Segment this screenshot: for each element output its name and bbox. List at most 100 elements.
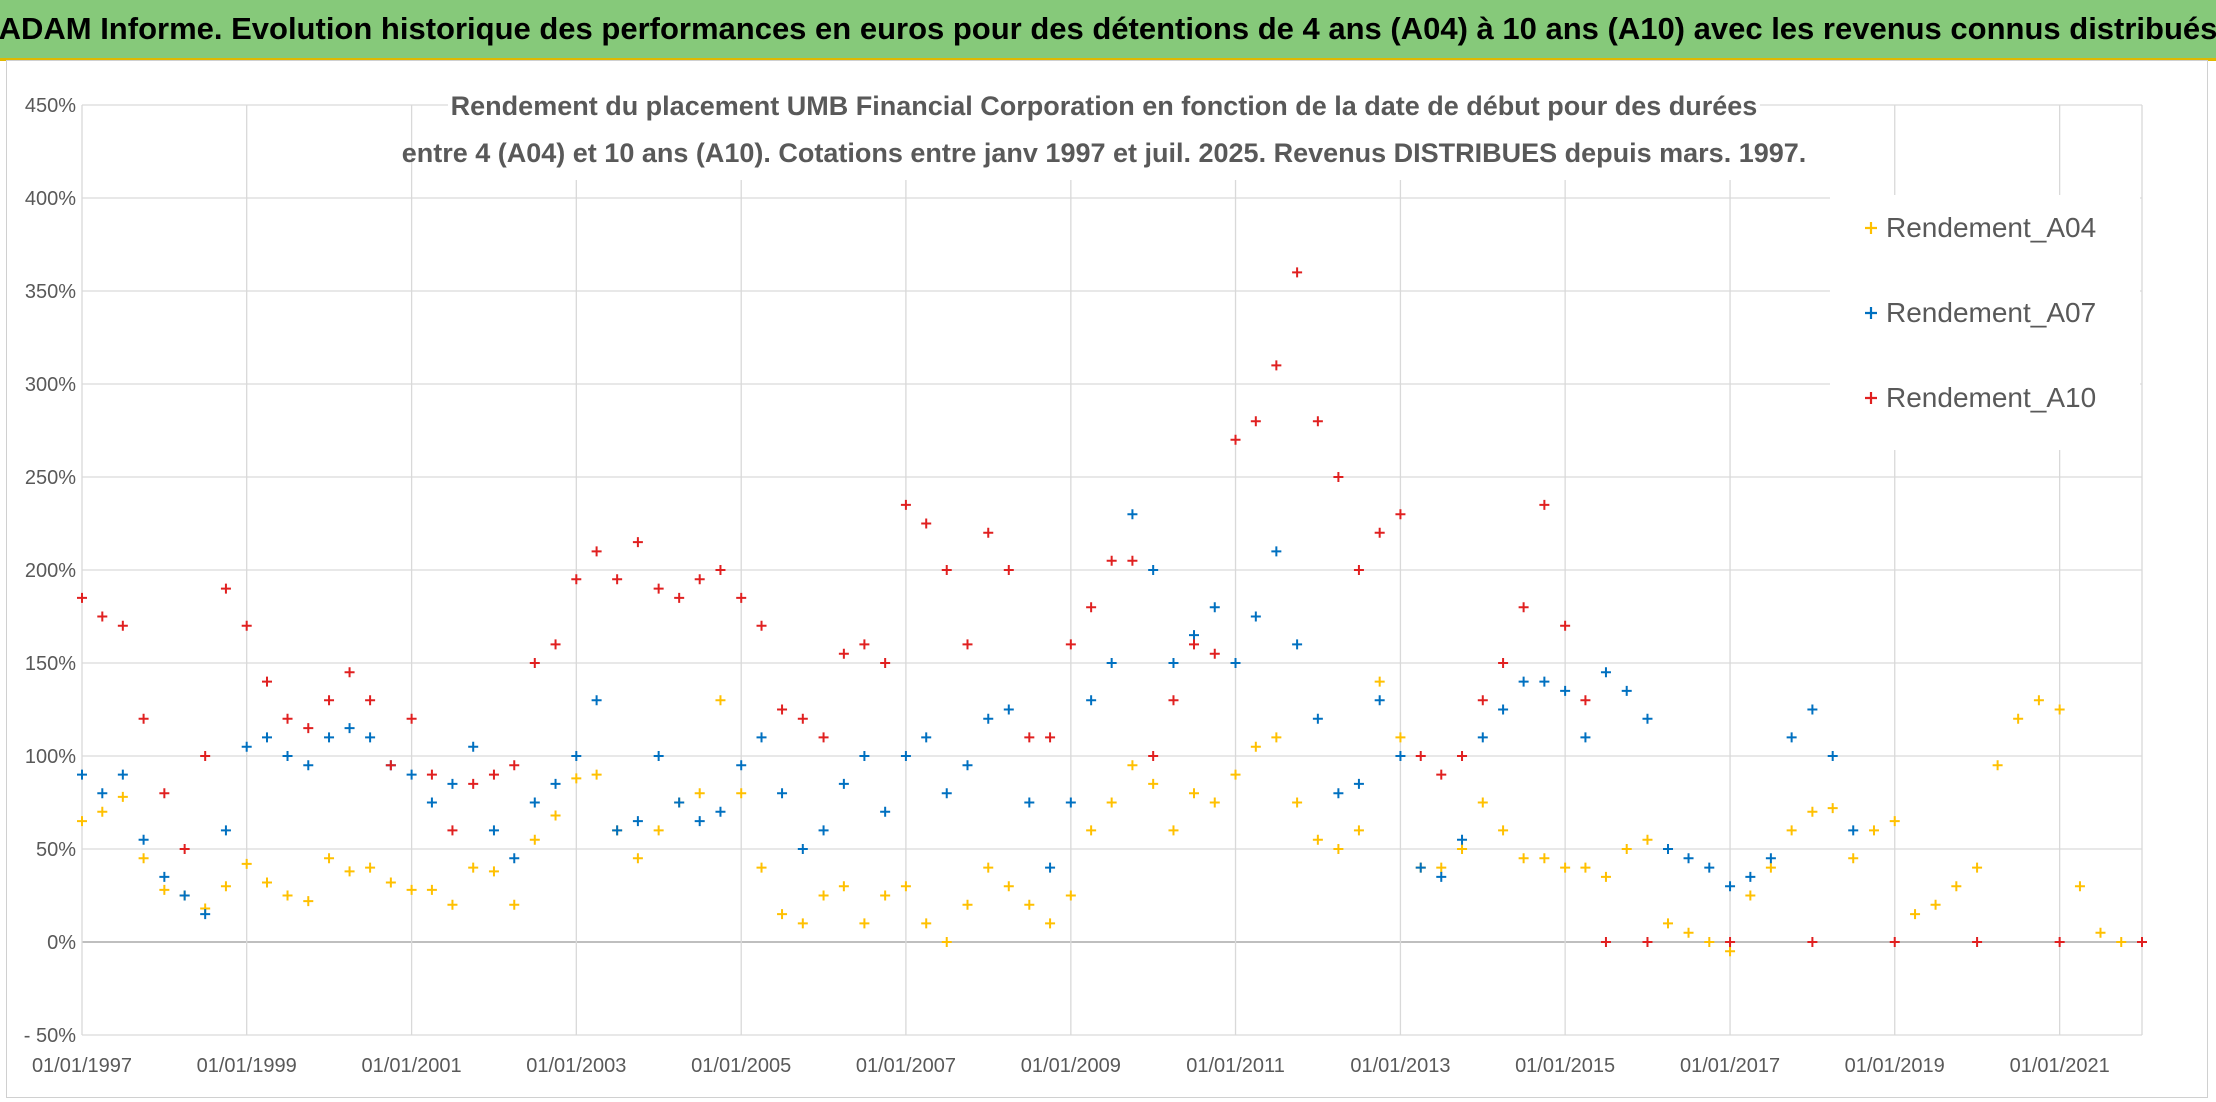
data-point — [1600, 667, 1611, 678]
data-point — [797, 918, 808, 929]
data-point — [818, 732, 829, 743]
data-point — [1024, 732, 1035, 743]
data-point — [838, 881, 849, 892]
data-point — [282, 713, 293, 724]
data-point — [344, 723, 355, 734]
data-point — [1600, 871, 1611, 882]
data-point — [1889, 816, 1900, 827]
data-point — [1560, 620, 1571, 631]
x-tick-label: 01/01/2005 — [691, 1055, 791, 1077]
data-point — [1621, 685, 1632, 696]
data-point — [138, 713, 149, 724]
data-point — [1250, 416, 1261, 427]
data-point — [488, 866, 499, 877]
data-point — [983, 713, 994, 724]
data-point — [324, 695, 335, 706]
data-point — [1374, 527, 1385, 538]
data-point — [859, 751, 870, 761]
data-point — [509, 853, 520, 864]
data-point — [2033, 695, 2044, 706]
data-point — [1333, 844, 1344, 854]
data-point — [1086, 602, 1097, 613]
legend-marker — [1865, 392, 1877, 404]
data-point — [694, 788, 705, 799]
data-point — [1704, 862, 1715, 873]
data-point — [1271, 732, 1282, 743]
x-tick-label: 01/01/2007 — [856, 1055, 956, 1077]
data-point — [1457, 751, 1468, 761]
data-point — [674, 592, 685, 603]
data-point — [921, 518, 932, 529]
data-point — [2074, 881, 2085, 892]
data-point — [1765, 853, 1776, 864]
y-tick-label: 300% — [25, 374, 76, 396]
y-tick-label: 400% — [25, 188, 76, 210]
data-point — [715, 695, 726, 706]
data-point — [509, 899, 520, 910]
data-point — [261, 676, 272, 687]
data-point — [529, 658, 540, 668]
data-point — [756, 620, 767, 631]
data-point — [1848, 853, 1859, 864]
data-point — [1065, 890, 1076, 901]
data-point — [983, 862, 994, 873]
data-point — [1477, 797, 1488, 808]
data-point — [550, 810, 561, 821]
data-point — [1374, 695, 1385, 706]
data-point — [1312, 834, 1323, 845]
data-point — [1580, 862, 1591, 873]
data-point — [653, 751, 664, 761]
data-point — [1003, 881, 1014, 892]
title-background — [448, 82, 1760, 180]
data-point — [1807, 704, 1818, 715]
data-point — [1045, 862, 1056, 873]
report-title: ADAM Informe. Evolution historique des p… — [0, 11, 2216, 46]
data-point — [1436, 871, 1447, 882]
data-point — [1168, 658, 1179, 668]
data-point — [426, 769, 437, 780]
data-point — [77, 592, 87, 603]
x-tick-label: 01/01/2019 — [1845, 1055, 1945, 1077]
x-tick-label: 01/01/2011 — [1186, 1055, 1285, 1077]
data-point — [97, 788, 108, 799]
data-point — [324, 732, 335, 743]
data-point — [1127, 760, 1138, 771]
data-point — [921, 732, 932, 743]
data-point — [1127, 509, 1138, 520]
data-point — [447, 778, 458, 789]
data-point — [1086, 825, 1097, 836]
y-tick-label: 0% — [47, 932, 76, 954]
data-point — [1045, 732, 1056, 743]
data-point — [1148, 565, 1159, 575]
data-point — [1065, 797, 1076, 808]
y-tick-label: 250% — [25, 467, 76, 489]
data-point — [1642, 937, 1653, 947]
data-point — [529, 834, 540, 845]
data-point — [200, 909, 211, 920]
data-point — [756, 732, 767, 743]
data-point — [1065, 639, 1076, 650]
series-rendement-a07 — [77, 509, 1859, 920]
data-point — [1683, 853, 1694, 864]
data-point — [1663, 844, 1673, 854]
data-point — [344, 866, 355, 877]
data-point — [1292, 797, 1303, 808]
data-point — [1209, 797, 1220, 808]
data-point — [488, 769, 499, 780]
data-point — [1477, 732, 1488, 743]
data-point — [550, 639, 561, 650]
data-point — [303, 723, 314, 734]
legend: Rendement_A04 Rendement_A07 Rendement_A10 — [1830, 195, 2140, 450]
data-point — [1972, 937, 1983, 947]
data-point — [1209, 602, 1220, 613]
data-point — [632, 816, 643, 827]
data-point — [1560, 862, 1571, 873]
data-point — [1436, 862, 1447, 873]
data-point — [1786, 825, 1797, 836]
y-tick-label: 450% — [25, 95, 76, 117]
data-point — [406, 713, 417, 724]
data-point — [77, 816, 87, 827]
data-point — [1827, 751, 1838, 761]
data-point — [2095, 927, 2106, 938]
data-point — [220, 825, 231, 836]
